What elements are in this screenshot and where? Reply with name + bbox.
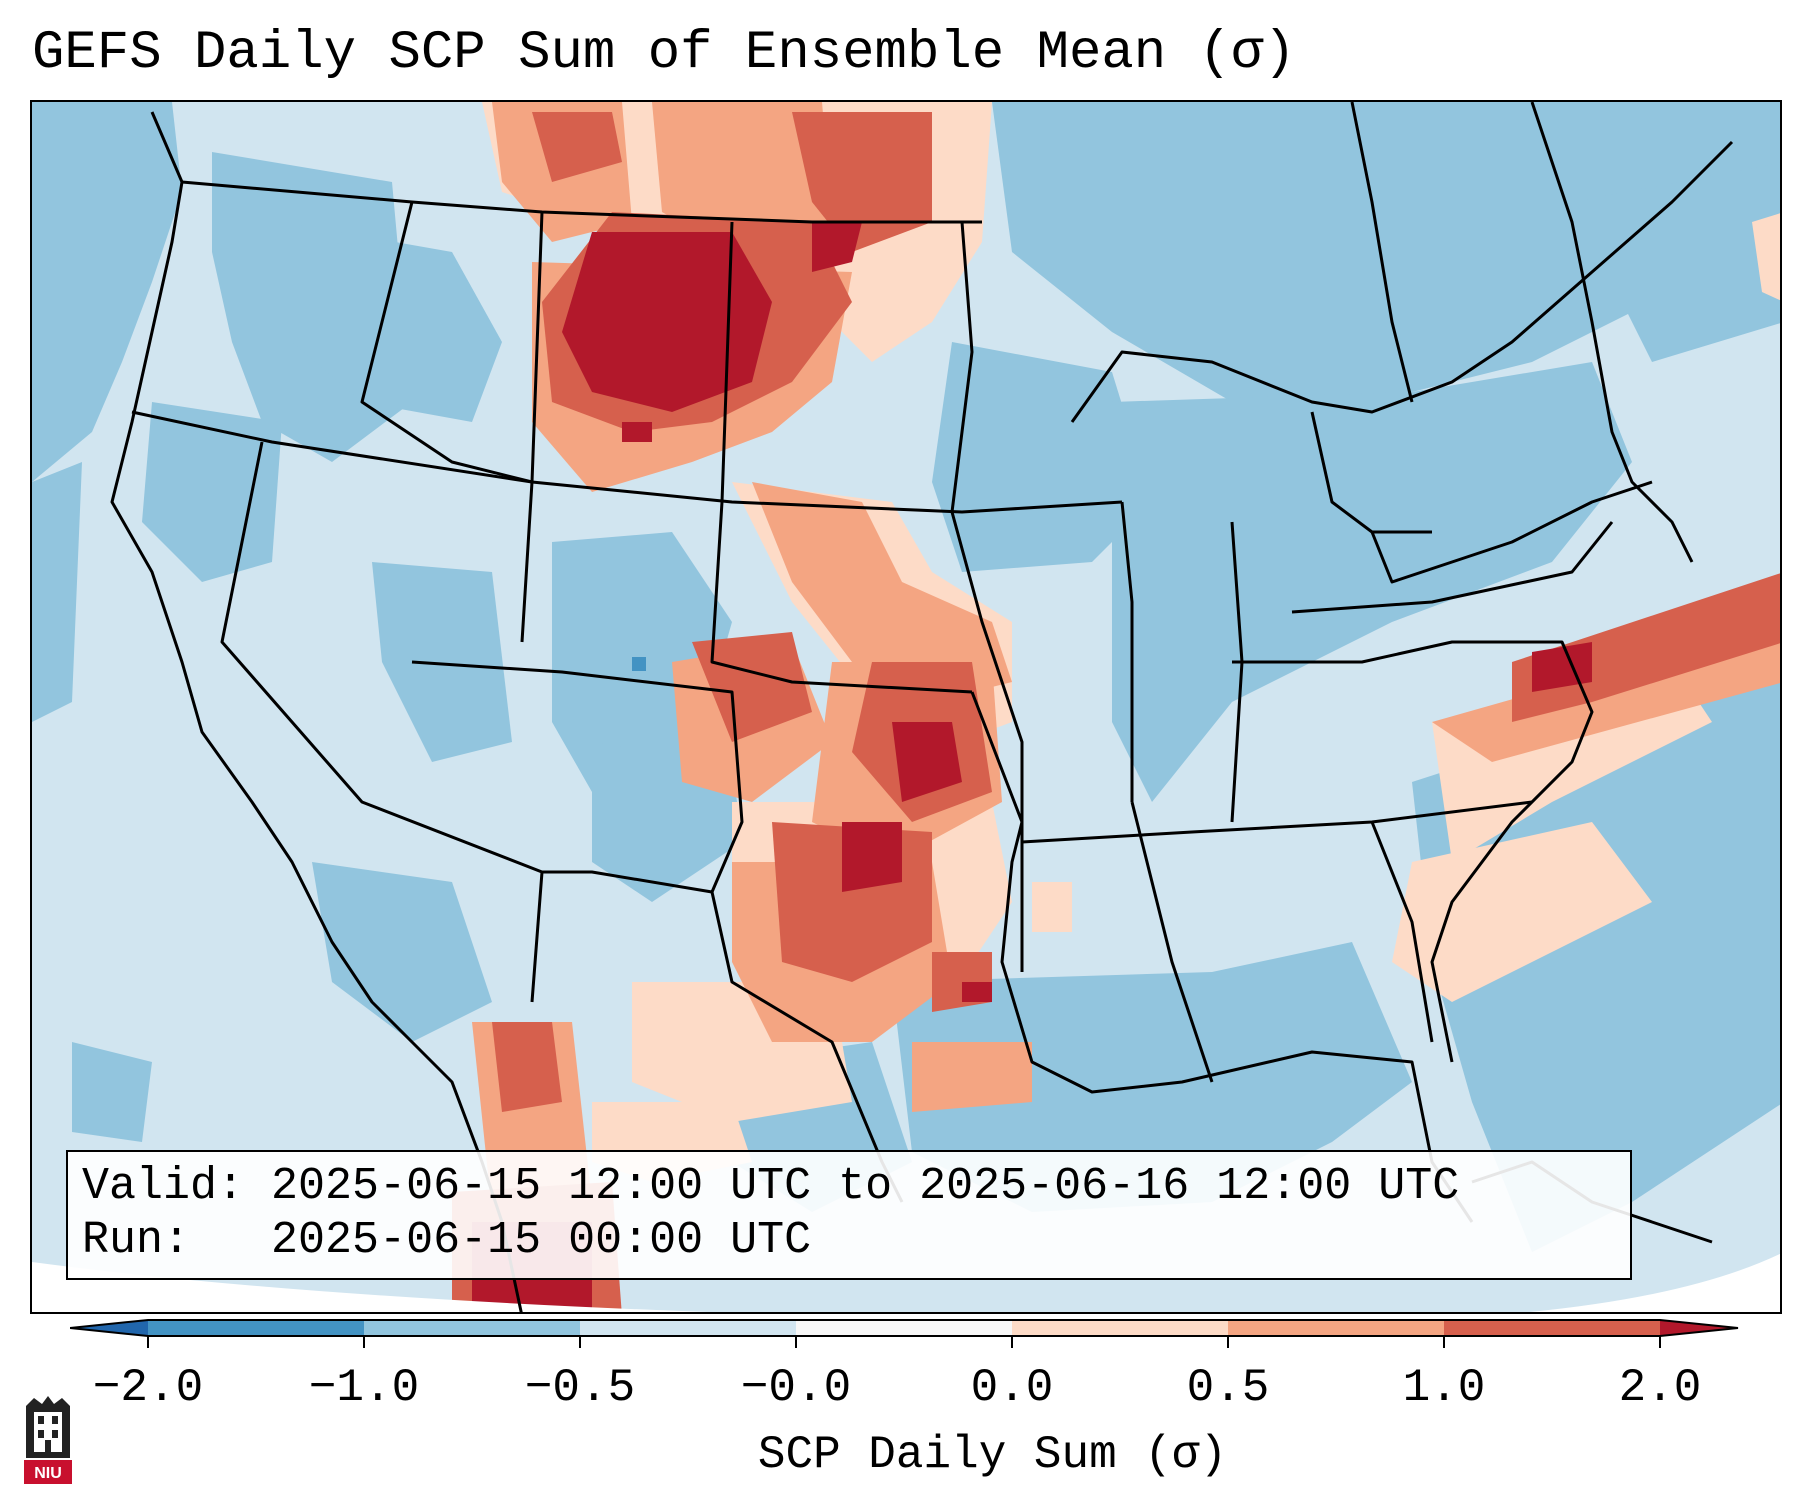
colorbar-tick-label: 0.0 (970, 1362, 1054, 1414)
colorbar-segment (148, 1320, 364, 1336)
valid-label: Valid: (82, 1161, 245, 1212)
colorbar-tick-label: 0.5 (1186, 1362, 1270, 1414)
valid-value: 2025-06-15 12:00 UTC to 2025-06-16 12:00… (271, 1161, 1460, 1212)
colorbar-segment (1012, 1320, 1228, 1336)
out-of-domain-se (1529, 1253, 1780, 1312)
colorbar-tick-label: −2.0 (92, 1362, 204, 1414)
run-row: Run: 2025-06-15 00:00 UTC (82, 1214, 1616, 1268)
mild-negative-areas (32, 102, 1780, 1252)
colorbar-segment (364, 1320, 580, 1336)
strong-negative-cell (632, 657, 646, 671)
map-panel (30, 100, 1782, 1314)
colorbar-tick-label: −0.0 (740, 1362, 852, 1414)
colorbar-segment (1444, 1320, 1660, 1336)
svg-text:NIU: NIU (34, 1465, 62, 1482)
valid-row: Valid: 2025-06-15 12:00 UTC to 2025-06-1… (82, 1160, 1616, 1214)
niu-logo: NIU (24, 1396, 72, 1484)
colorbar-tick-label: −1.0 (308, 1362, 420, 1414)
colorbar-segment (580, 1320, 796, 1336)
run-label: Run: (82, 1215, 191, 1266)
colorbar-tick-label: 2.0 (1618, 1362, 1702, 1414)
colorbar-tick-label: 1.0 (1402, 1362, 1486, 1414)
boundaries (110, 102, 1734, 1312)
colorbar-extend-high (1660, 1320, 1738, 1336)
map-title: GEFS Daily SCP Sum of Ensemble Mean (σ) (32, 23, 1296, 84)
colorbar-extend-low (70, 1320, 148, 1336)
run-value: 2025-06-15 00:00 UTC (271, 1215, 812, 1266)
out-of-domain-sw (32, 1262, 708, 1312)
colorbar-label: SCP Daily Sum (σ) (757, 1429, 1228, 1481)
scp-map (32, 102, 1780, 1312)
colorbar-tick-label: −0.5 (524, 1362, 636, 1414)
colorbar (70, 1319, 1739, 1348)
colorbar-segment (1228, 1320, 1444, 1336)
validity-info-box: Valid: 2025-06-15 12:00 UTC to 2025-06-1… (66, 1150, 1632, 1280)
colorbar-segment (796, 1320, 1012, 1336)
